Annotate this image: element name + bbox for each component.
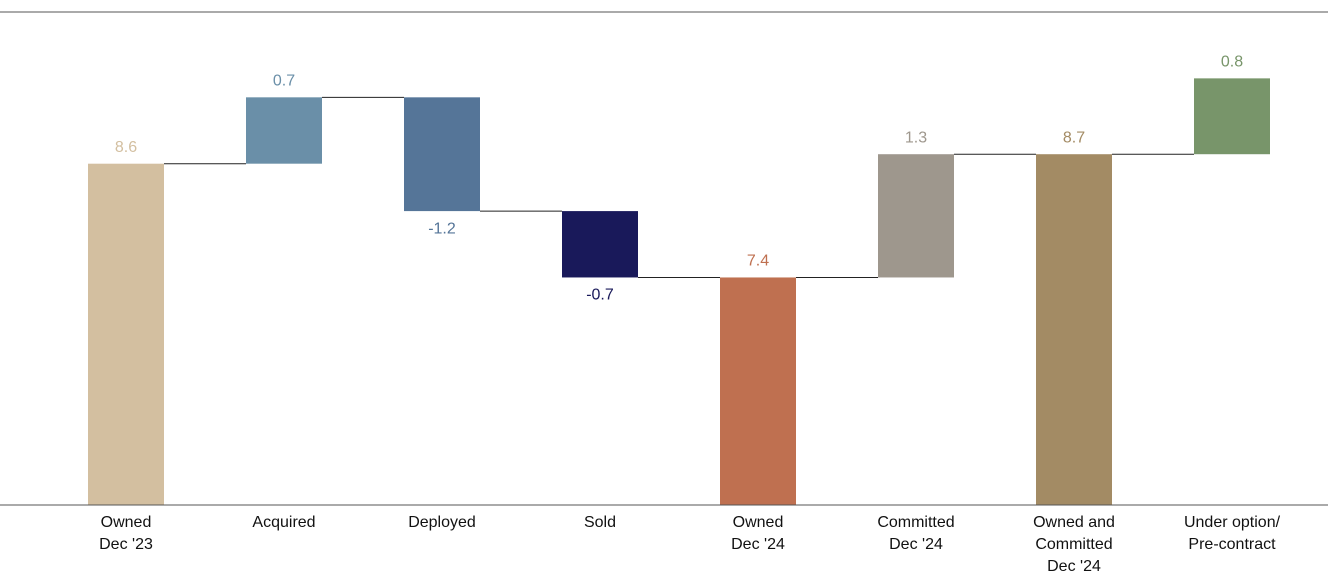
x-tick-label: Sold [584, 514, 616, 531]
x-tick-label: Dec '24 [889, 536, 943, 553]
x-tick-label: Under option/ [1184, 514, 1281, 531]
bar [1036, 154, 1112, 505]
value-label: 1.3 [905, 129, 927, 146]
bar [720, 277, 796, 505]
value-label: 0.8 [1221, 54, 1243, 71]
bar [1194, 78, 1270, 155]
value-label: 7.4 [747, 253, 769, 270]
x-tick-label: Pre-contract [1188, 536, 1276, 553]
bar [562, 211, 638, 278]
x-tick-label: Owned and [1033, 514, 1115, 531]
x-tick-label: Owned [733, 514, 784, 531]
x-tick-label: Owned [101, 514, 152, 531]
x-tick-label: Dec '24 [731, 536, 785, 553]
x-tick-label: Deployed [408, 514, 476, 531]
value-label: 0.7 [273, 73, 295, 90]
value-label: -0.7 [586, 287, 614, 304]
value-label: -1.2 [428, 220, 456, 237]
bar [878, 154, 954, 278]
value-label: 8.7 [1063, 129, 1085, 146]
bar [88, 163, 164, 505]
bar [404, 97, 480, 212]
x-tick-label: Committed [877, 514, 954, 531]
x-tick-label: Acquired [252, 514, 315, 531]
value-label: 8.6 [115, 139, 137, 156]
x-tick-label: Dec '23 [99, 536, 153, 553]
bar [246, 97, 322, 164]
x-tick-label: Committed [1035, 536, 1112, 553]
x-tick-label: Dec '24 [1047, 558, 1101, 572]
